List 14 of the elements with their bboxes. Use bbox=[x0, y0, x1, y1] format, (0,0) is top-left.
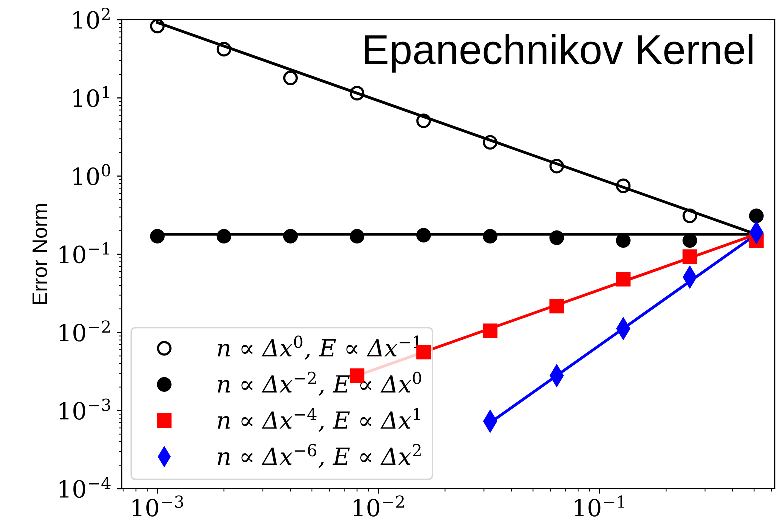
y-tick-label: 10$^{1}$ bbox=[74, 86, 110, 108]
y-tick-label: 10$^{−4}$ bbox=[60, 476, 111, 498]
y-tick-label: 10$^{0}$ bbox=[74, 164, 110, 186]
y-axis-title: Error Norm bbox=[32, 204, 48, 304]
x-tick-label: 10$^{−3}$ bbox=[132, 496, 184, 517]
legend-label: n ∝ Δx$^{−4}$, E ∝ Δx$^{1}$ bbox=[218, 408, 420, 432]
x-tick-label: 10$^{−1}$ bbox=[575, 496, 624, 517]
y-tick-label: 10$^{2}$ bbox=[74, 8, 110, 30]
y-tick-label: 10$^{−3}$ bbox=[60, 398, 110, 420]
x-tick-label: 10$^{−2}$ bbox=[354, 496, 404, 517]
y-tick-label: 10$^{−1}$ bbox=[60, 242, 110, 264]
chart-title: Epanechnikov Kernel bbox=[365, 34, 753, 73]
legend-label: n ∝ Δx$^{−6}$, E ∝ Δx$^{2}$ bbox=[218, 444, 421, 468]
y-tick-label: 10$^{−2}$ bbox=[60, 320, 110, 342]
